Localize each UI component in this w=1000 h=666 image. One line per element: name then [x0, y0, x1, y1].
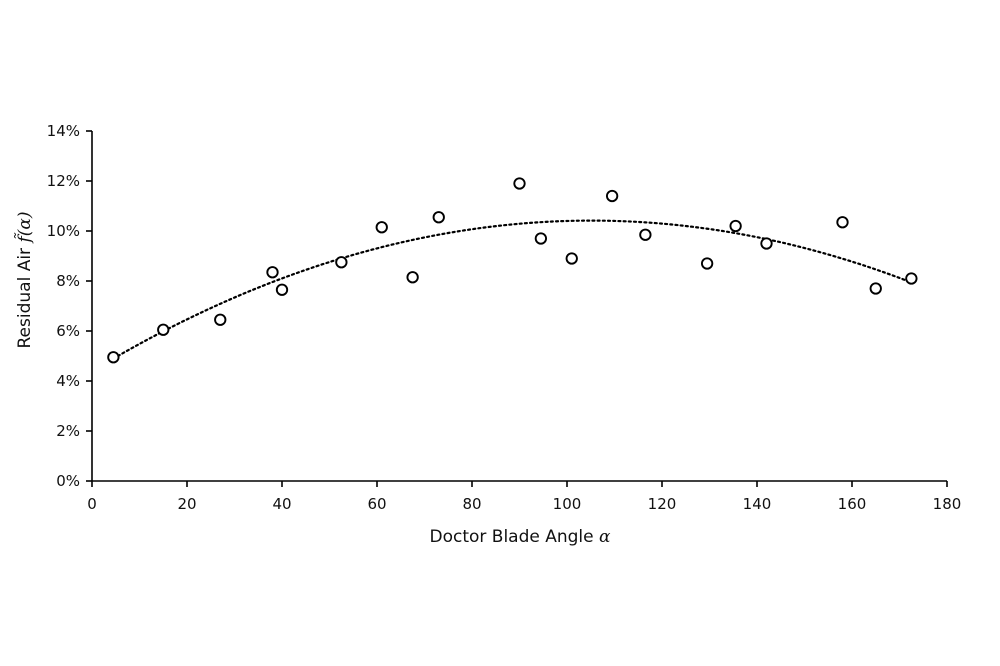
y-tick-label: 0% [56, 472, 80, 490]
data-point [157, 323, 170, 336]
y-tick-label: 10% [47, 222, 80, 240]
data-point [905, 272, 918, 285]
x-tick-label: 120 [648, 495, 677, 513]
y-tick-label: 12% [47, 172, 80, 190]
x-tick-label: 100 [553, 495, 582, 513]
x-tick-label: 180 [933, 495, 962, 513]
data-point [275, 283, 289, 296]
x-axis-title-symbol: α [599, 527, 611, 547]
trendline [112, 219, 913, 360]
x-tick-label: 20 [177, 495, 196, 513]
data-point [700, 257, 714, 270]
data-point [335, 256, 348, 269]
data-point [406, 271, 419, 284]
x-tick-label: 140 [743, 495, 772, 513]
data-point [565, 252, 578, 265]
x-tick-label: 80 [462, 495, 481, 513]
data-point [375, 221, 388, 234]
x-tick-label: 0 [87, 495, 97, 513]
data-point [432, 211, 445, 224]
x-tick-label: 160 [838, 495, 867, 513]
y-tick-label: 14% [47, 122, 80, 140]
data-point [729, 219, 742, 233]
y-ticks-group: 0% 2% 4% 6% 8% 10% 12% 14% [47, 122, 92, 490]
data-point [107, 351, 120, 364]
x-axis-title-text: Doctor Blade Angle [429, 527, 593, 547]
data-point [869, 282, 882, 295]
data-point [513, 177, 526, 190]
axes-group [91, 131, 947, 482]
data-point [836, 216, 849, 229]
data-point [266, 266, 279, 279]
x-axis-title: Doctor Blade Angle α [429, 527, 611, 547]
y-tick-label: 6% [56, 322, 80, 340]
y-tick-label: 8% [56, 272, 80, 290]
data-point [534, 232, 548, 245]
y-tick-label: 4% [56, 372, 80, 390]
x-tick-label: 60 [367, 495, 386, 513]
data-point [639, 228, 652, 241]
data-point [760, 237, 773, 250]
y-axis-title-symbol: f̃(α) [14, 212, 35, 245]
y-tick-label: 2% [56, 422, 80, 440]
data-point [605, 189, 619, 203]
x-tick-label: 40 [272, 495, 291, 513]
data-points-group [107, 177, 918, 364]
y-axis-title-text: Residual Air [15, 248, 35, 349]
data-point [214, 313, 227, 326]
x-ticks-group: 0 20 40 60 80 100 120 140 160 180 [87, 481, 961, 513]
y-axis-title: Residual Air f̃(α) [14, 212, 35, 349]
